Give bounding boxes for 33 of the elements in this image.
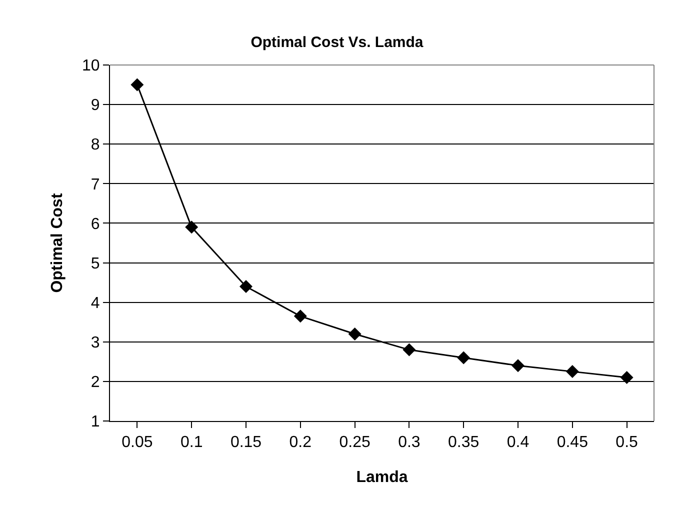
y-tick-label: 1 [90, 414, 100, 431]
y-axis-title: Optimal Cost [48, 192, 66, 293]
y-tick-label: 8 [90, 136, 100, 154]
point [566, 365, 579, 378]
point [402, 343, 416, 356]
point [512, 359, 524, 372]
x-tick-label: 0.5 [616, 434, 638, 452]
y-tick-label: 4 [90, 294, 100, 312]
point [185, 220, 198, 234]
point [294, 310, 307, 323]
x-tick-label: 0.45 [556, 434, 588, 452]
y-tick-label: 9 [90, 97, 100, 114]
y-tick-label: 6 [90, 216, 100, 233]
x-tick-label: 0.1 [180, 434, 203, 452]
chart-title: Optimal Cost Vs. Lamda [250, 34, 424, 51]
y-tick-label: 5 [90, 255, 100, 272]
x-tick-label: 0.3 [398, 434, 420, 452]
y-tick-label: 7 [90, 176, 100, 194]
point [240, 280, 252, 294]
x-tick-label: 0.4 [506, 434, 530, 452]
x-axis-title: Lamda [356, 468, 408, 486]
x-tick-label: 0.35 [448, 434, 480, 452]
point [620, 370, 634, 384]
x-tick-label: 0.2 [289, 434, 312, 452]
x-tick-label: 0.25 [339, 434, 370, 452]
y-tick-label: 2 [90, 374, 100, 392]
point [130, 78, 144, 92]
point [348, 327, 362, 340]
x-tick-label: 0.15 [230, 434, 262, 452]
y-tick-label: 10 [82, 58, 100, 75]
point [457, 351, 470, 364]
y-tick-label: 3 [90, 334, 100, 352]
x-tick-label: 0.05 [122, 434, 153, 452]
